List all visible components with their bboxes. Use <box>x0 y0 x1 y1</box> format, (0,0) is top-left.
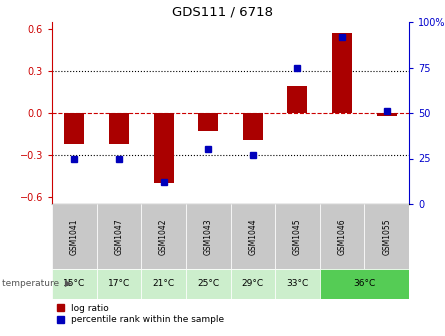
Legend: log ratio, percentile rank within the sample: log ratio, percentile rank within the sa… <box>57 303 224 324</box>
Bar <box>141 269 186 299</box>
Bar <box>109 113 129 144</box>
Bar <box>64 113 85 144</box>
Bar <box>97 269 141 299</box>
Text: temperature  ▶: temperature ▶ <box>2 280 72 289</box>
Bar <box>97 204 141 269</box>
Bar <box>231 269 275 299</box>
Bar <box>231 204 275 269</box>
Text: GSM1055: GSM1055 <box>382 218 391 255</box>
Text: GSM1042: GSM1042 <box>159 218 168 255</box>
Bar <box>141 204 186 269</box>
Text: 17°C: 17°C <box>108 280 130 289</box>
Bar <box>287 86 307 113</box>
Text: 29°C: 29°C <box>242 280 264 289</box>
Text: 15°C: 15°C <box>63 280 85 289</box>
Bar <box>52 269 97 299</box>
Bar <box>320 269 409 299</box>
Text: GDS111 / 6718: GDS111 / 6718 <box>172 6 273 18</box>
Bar <box>364 204 409 269</box>
Text: GSM1041: GSM1041 <box>70 218 79 255</box>
Text: GSM1043: GSM1043 <box>204 218 213 255</box>
Bar <box>243 113 263 139</box>
Bar <box>198 113 218 131</box>
Bar <box>186 269 231 299</box>
Text: 21°C: 21°C <box>153 280 174 289</box>
Bar <box>320 204 364 269</box>
Bar <box>186 204 231 269</box>
Text: 25°C: 25°C <box>197 280 219 289</box>
Text: 36°C: 36°C <box>353 280 376 289</box>
Text: 33°C: 33°C <box>286 280 308 289</box>
Bar <box>275 269 320 299</box>
Bar <box>154 113 174 183</box>
Bar <box>52 204 97 269</box>
Bar <box>275 204 320 269</box>
Bar <box>376 113 397 116</box>
Text: GSM1045: GSM1045 <box>293 218 302 255</box>
Text: GSM1047: GSM1047 <box>114 218 123 255</box>
Text: GSM1046: GSM1046 <box>338 218 347 255</box>
Bar <box>332 33 352 113</box>
Text: GSM1044: GSM1044 <box>248 218 257 255</box>
